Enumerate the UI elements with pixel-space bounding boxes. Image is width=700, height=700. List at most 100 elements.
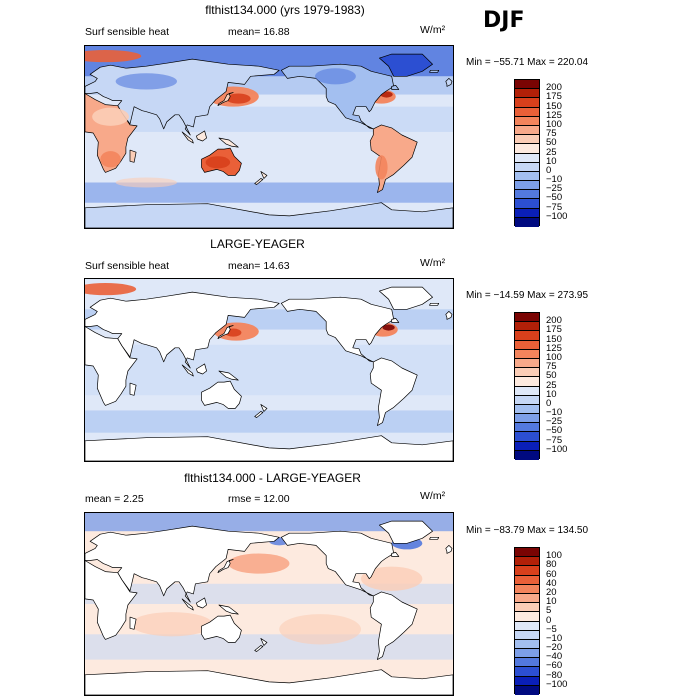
colorbar-tick-label: −100 <box>546 678 568 690</box>
panel-3-map <box>84 512 454 696</box>
panel-1-variable-label: Surf sensible heat <box>85 26 170 38</box>
colorbar-tick-label: 0 <box>546 614 552 626</box>
colorbar-swatch <box>515 584 539 594</box>
colorbar-swatch <box>515 340 539 350</box>
panel-2-map <box>84 278 454 462</box>
colorbar-tick-label: 0 <box>546 164 552 176</box>
colorbar-swatch <box>515 199 539 209</box>
colorbar-tick-label: −50 <box>546 425 563 437</box>
colorbar-tick-label: 40 <box>546 577 557 589</box>
colorbar-tick-label: 5 <box>546 605 552 617</box>
colorbar-swatch <box>515 548 539 558</box>
colorbar-tick-label: 100 <box>546 351 562 363</box>
colorbar-tick-label: −5 <box>546 623 557 635</box>
colorbar-swatch <box>515 593 539 604</box>
colorbar-tick-label: 20 <box>546 586 557 598</box>
colorbar-swatch <box>515 685 539 695</box>
colorbar-tick-label: 10 <box>546 388 557 400</box>
colorbar-tick-label: 80 <box>546 559 557 571</box>
panel-3-map-canvas <box>85 513 453 695</box>
colorbar-tick-label: 0 <box>546 397 552 409</box>
colorbar-swatch <box>515 125 539 136</box>
colorbar-swatch <box>515 144 539 154</box>
colorbar-swatch <box>515 621 539 631</box>
colorbar-swatch <box>515 190 539 200</box>
colorbar-tick-label: −20 <box>546 642 563 654</box>
colorbar-swatch <box>515 450 539 460</box>
colorbar-tick-label: 100 <box>546 118 562 130</box>
colorbar-swatch <box>515 377 539 387</box>
panel-1-map-canvas <box>85 46 453 228</box>
colorbar-swatch <box>515 603 539 613</box>
panel-2-units: W/m² <box>420 257 446 269</box>
panel-1-units: W/m² <box>420 24 446 36</box>
colorbar-swatch <box>515 171 539 182</box>
panel-3-colorbar-labels: 100 80 60 40 20 10 5 0 −5 −10 −20 −40 −60 −80 −100 <box>546 547 596 694</box>
colorbar-swatch <box>515 89 539 99</box>
colorbar-swatch <box>515 575 539 585</box>
colorbar-tick-label: −75 <box>546 201 563 213</box>
colorbar-tick-label: 125 <box>546 109 562 121</box>
panel-1-minmax: Min = −55.71 Max = 220.04 <box>466 57 589 68</box>
panel-2-title: LARGE-YEAGER <box>210 237 305 251</box>
panel-2-map-canvas <box>85 279 453 461</box>
colorbar-tick-label: 75 <box>546 128 557 140</box>
panel-2-mean-label: mean= 14.63 <box>228 260 290 272</box>
colorbar-swatch <box>515 676 539 686</box>
colorbar-tick-label: 10 <box>546 596 557 608</box>
colorbar-tick-label: −100 <box>546 443 568 455</box>
colorbar-swatch <box>515 432 539 442</box>
panel-2-colorbar <box>514 312 540 460</box>
colorbar-swatch <box>515 349 539 359</box>
colorbar-tick-label: −80 <box>546 669 563 681</box>
colorbar-swatch <box>515 441 539 451</box>
colorbar-swatch <box>515 162 539 172</box>
colorbar-tick-label: 75 <box>546 361 557 373</box>
colorbar-swatch <box>515 557 539 567</box>
panel-3-units: W/m² <box>420 490 446 502</box>
colorbar-swatch <box>515 80 539 90</box>
colorbar-swatch <box>515 358 539 369</box>
colorbar-swatch <box>515 153 539 163</box>
colorbar-swatch <box>515 313 539 323</box>
colorbar-tick-label: −10 <box>546 407 563 419</box>
colorbar-tick-label: −25 <box>546 416 563 428</box>
panel-1-map <box>84 45 454 229</box>
colorbar-swatch <box>515 667 539 677</box>
colorbar-swatch <box>515 98 539 108</box>
colorbar-tick-label: 50 <box>546 370 557 382</box>
colorbar-tick-label: −100 <box>546 210 568 222</box>
colorbar-swatch <box>515 658 539 668</box>
colorbar-tick-label: 150 <box>546 333 562 345</box>
colorbar-swatch <box>515 322 539 332</box>
colorbar-tick-label: −40 <box>546 651 563 663</box>
colorbar-swatch <box>515 217 539 227</box>
panel-3-rmse-label: rmse = 12.00 <box>228 493 290 505</box>
colorbar-swatch <box>515 135 539 145</box>
colorbar-swatch <box>515 423 539 433</box>
colorbar-tick-label: 60 <box>546 568 557 580</box>
colorbar-swatch <box>515 331 539 341</box>
panel-2-variable-label: Surf sensible heat <box>85 260 170 272</box>
colorbar-tick-label: 150 <box>546 100 562 112</box>
colorbar-swatch <box>515 566 539 576</box>
panel-1-colorbar-labels: 200 175 150 125 100 75 50 25 10 0 −10 −25 −50 −75 −100 <box>546 79 596 226</box>
colorbar-swatch <box>515 404 539 415</box>
panel-3-minmax: Min = −83.79 Max = 134.50 <box>466 525 589 536</box>
colorbar-tick-label: −50 <box>546 192 563 204</box>
colorbar-swatch <box>515 612 539 622</box>
panel-2-colorbar-labels: 200 175 150 125 100 75 50 25 10 0 −10 −25 −50 −75 −100 <box>546 312 596 459</box>
colorbar-tick-label: 200 <box>546 82 562 94</box>
panel-1-colorbar <box>514 79 540 227</box>
colorbar-swatch <box>515 181 539 191</box>
colorbar-swatch <box>515 116 539 126</box>
panel-3-title: flthist134.000 - LARGE-YEAGER <box>184 471 361 485</box>
colorbar-swatch <box>515 395 539 405</box>
colorbar-swatch <box>515 386 539 396</box>
colorbar-tick-label: −60 <box>546 660 563 672</box>
colorbar-tick-label: 10 <box>546 155 557 167</box>
panel-3-colorbar <box>514 547 540 695</box>
panel-2-minmax: Min = −14.59 Max = 273.95 <box>466 290 589 301</box>
colorbar-swatch <box>515 639 539 650</box>
colorbar-tick-label: 125 <box>546 342 562 354</box>
